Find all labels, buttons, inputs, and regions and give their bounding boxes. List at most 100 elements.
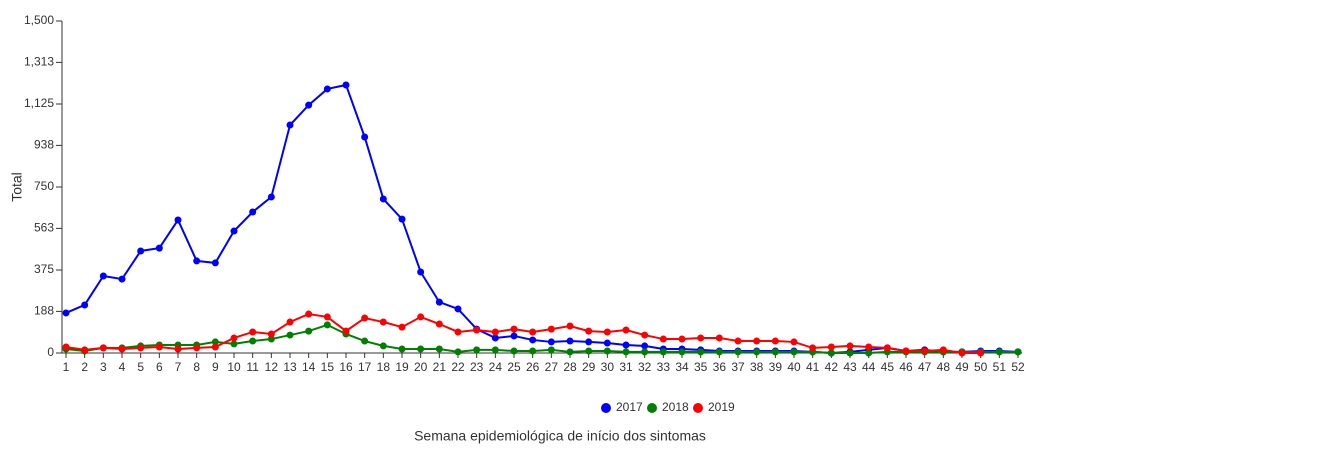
x-tick-label: 23 [470,360,484,374]
point [715,348,723,356]
x-tick-label: 29 [582,360,596,374]
point [81,346,89,354]
point [454,348,462,356]
point [771,348,779,356]
point [641,348,649,356]
point [305,101,313,109]
point [435,345,443,353]
point [417,313,425,321]
point [603,339,611,347]
y-tick-label: 188 [34,304,54,318]
y-tick-label: 750 [34,179,54,193]
point [883,344,891,352]
point [622,326,630,334]
x-tick-label: 2 [81,360,88,374]
point [622,348,630,356]
point [510,325,518,333]
point [491,328,499,336]
point [361,314,369,322]
point [137,247,145,255]
point [753,348,761,356]
x-tick-label: 41 [806,360,820,374]
series-line [65,83,1019,355]
point [379,342,387,350]
x-tick-label: 24 [489,360,503,374]
point [230,227,238,235]
point [417,345,425,353]
point [603,328,611,336]
y-tick-label: 1,500 [24,13,54,27]
legend-label: 2019 [708,400,735,414]
point [473,346,481,354]
point [846,342,854,350]
point [305,327,313,335]
point [678,348,686,356]
point [379,195,387,203]
point [659,348,667,356]
point [211,343,219,351]
y-tick-label: 938 [34,138,54,152]
point [323,313,331,321]
x-tick-label: 30 [601,360,615,374]
point [585,347,593,355]
point [249,328,257,336]
x-tick-label: 32 [638,360,652,374]
point [99,272,107,280]
point [193,257,201,265]
point [809,344,817,352]
y-tick-label: 1,313 [24,55,54,69]
point [305,310,313,318]
x-tick-label: 14 [302,360,316,374]
point [939,346,947,354]
point [603,347,611,355]
x-tick-label: 6 [156,360,163,374]
legend-marker [647,403,657,413]
x-tick-label: 45 [881,360,895,374]
point [155,343,163,351]
x-tick-label: 18 [377,360,391,374]
point [585,327,593,335]
point [510,332,518,340]
x-axis-label: Semana epidemiológica de início dos sint… [414,428,706,444]
x-tick-label: 20 [414,360,428,374]
point [454,328,462,336]
x-tick-label: 16 [339,360,353,374]
point [155,244,163,252]
point [1014,348,1022,356]
y-tick-label: 0 [47,345,54,359]
point [81,301,89,309]
x-tick-label: 8 [193,360,200,374]
point [790,348,798,356]
x-tick-label: 4 [119,360,126,374]
point [99,344,107,352]
point [230,340,238,348]
point [678,335,686,343]
point [379,318,387,326]
point [641,342,649,350]
x-tick-label: 26 [526,360,540,374]
point [137,344,145,352]
point [566,337,574,345]
point [398,345,406,353]
point [771,337,779,345]
y-tick-label: 375 [34,262,54,276]
x-tick-label: 28 [563,360,577,374]
point [585,338,593,346]
x-tick-label: 13 [283,360,297,374]
point [827,343,835,351]
point [286,121,294,129]
x-tick-label: 12 [265,360,279,374]
series-line [65,313,981,354]
point [267,193,275,201]
point [118,345,126,353]
point [529,347,537,355]
x-tick-label: 47 [918,360,932,374]
point [697,348,705,356]
x-tick-label: 51 [993,360,1007,374]
legend-label: 2018 [662,400,689,414]
point [230,334,238,342]
point [267,335,275,343]
point [641,331,649,339]
point [958,349,966,357]
